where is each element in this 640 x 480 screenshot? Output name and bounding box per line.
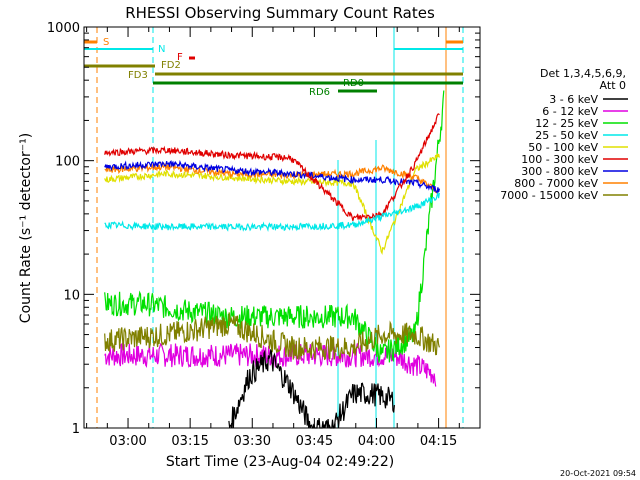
legend-entry-label: 50 - 100 keV [528, 141, 598, 154]
x-tick-label: 04:00 [358, 434, 395, 449]
legend-entry-label: 7000 - 15000 keV [500, 189, 598, 202]
legend-entry-label: 12 - 25 keV [535, 117, 598, 130]
series-line [104, 312, 440, 361]
series-line [104, 191, 440, 233]
y-tick-label: 1 [72, 422, 80, 437]
x-tick-label: 04:15 [420, 434, 457, 449]
x-tick-label: 03:30 [234, 434, 271, 449]
series-line [104, 342, 437, 387]
plot-frame [83, 26, 481, 429]
series-line [228, 348, 395, 429]
chart-title: RHESSI Observing Summary Count Rates [125, 4, 435, 22]
x-tick-label: 03:45 [296, 434, 333, 449]
data-series [104, 90, 445, 429]
series-line [104, 113, 440, 222]
x-tick-label: 03:00 [109, 434, 146, 449]
x-tick-label: 03:15 [171, 434, 208, 449]
legend-entry-label: 100 - 300 keV [521, 153, 598, 166]
flag-label-fd2: FD2 [161, 60, 181, 71]
legend-title: Att 0 [600, 79, 626, 92]
flag-label-rd6: RD6 [309, 87, 330, 98]
legend-entry-label: 25 - 50 keV [535, 129, 598, 142]
series-line [104, 90, 445, 363]
flag-label-s: S [103, 37, 109, 48]
legend-entry-label: 6 - 12 keV [542, 105, 598, 118]
legend-title: Det 1,3,4,5,6,9, [540, 67, 626, 80]
series-line [104, 153, 440, 255]
footer-timestamp: 20-Oct-2021 09:54 [560, 469, 636, 478]
x-axis: 03:00 03:15 03:30 03:45 04:00 04:15 [86, 27, 481, 449]
series-line [104, 159, 440, 194]
flag-label-rd0: RD0 [343, 78, 364, 89]
y-tick-label: 1000 [47, 21, 80, 36]
legend-entry-label: 800 - 7000 keV [514, 177, 598, 190]
x-axis-label: Start Time (23-Aug-04 02:49:22) [166, 454, 394, 470]
flag-label-n: N [158, 44, 165, 55]
series-line [104, 161, 440, 194]
legend-entry-label: 300 - 800 keV [521, 165, 598, 178]
y-axis: 1 10 100 1000 [47, 21, 480, 437]
flag-label-f: F [177, 52, 183, 63]
y-tick-label: 10 [63, 288, 80, 303]
legend-entry-label: 3 - 6 keV [549, 93, 598, 106]
y-tick-label: 100 [55, 155, 80, 170]
flag-label-fd3: FD3 [128, 70, 148, 81]
y-axis-label: Count Rate (s⁻¹ detector⁻¹) [18, 133, 34, 323]
